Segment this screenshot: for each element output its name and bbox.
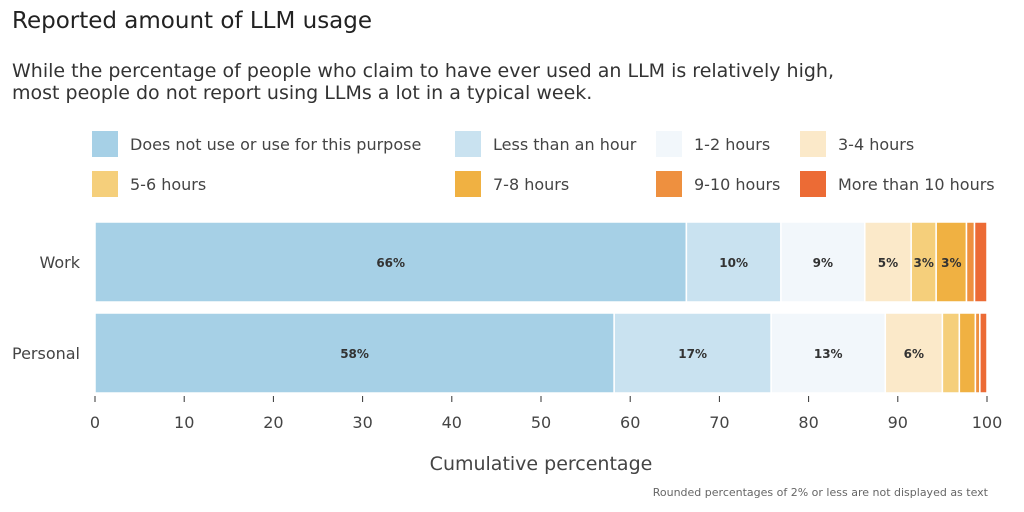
data-label: 6% (904, 347, 924, 361)
bar-segment (965, 221, 976, 303)
x-tick-label: 100 (972, 413, 1003, 432)
bar-segment (770, 312, 887, 394)
legend-swatch (800, 131, 826, 157)
legend-label: More than 10 hours (838, 174, 995, 194)
bar-segment (973, 221, 988, 303)
legend-label: Does not use or use for this purpose (130, 134, 422, 154)
data-label: 3% (913, 256, 933, 270)
legend-swatch (800, 171, 826, 197)
x-tick-label: 50 (531, 413, 551, 432)
legend-item: 3-4 hours (800, 131, 914, 157)
legend-label: Less than an hour (493, 134, 637, 154)
x-tick-label: 90 (888, 413, 908, 432)
bar-segment (94, 312, 615, 394)
legend-label: 7-8 hours (493, 174, 570, 194)
data-label: 9% (813, 256, 833, 270)
category-label: Work (39, 253, 80, 272)
x-tick-label: 0 (90, 413, 100, 432)
legend-label: 1-2 hours (694, 134, 771, 154)
bar-segment (979, 312, 988, 394)
x-tick-label: 10 (174, 413, 194, 432)
data-label: 3% (941, 256, 961, 270)
legend-item: 9-10 hours (656, 171, 780, 197)
legend-item: 1-2 hours (656, 131, 770, 157)
legend-item: 7-8 hours (455, 171, 569, 197)
data-label: 17% (678, 347, 707, 361)
x-tick-label: 60 (620, 413, 640, 432)
chart-title: Reported amount of LLM usage (12, 8, 373, 34)
x-tick-label: 70 (709, 413, 729, 432)
bar-segment (958, 312, 977, 394)
x-tick-label: 40 (442, 413, 462, 432)
legend-label: 3-4 hours (838, 134, 915, 154)
legend-label: 5-6 hours (130, 174, 207, 194)
x-tick-label: 30 (352, 413, 372, 432)
data-label: 66% (376, 256, 405, 270)
data-label: 58% (340, 347, 369, 361)
legend-item: Less than an hour (455, 131, 636, 157)
bar-segment (780, 221, 866, 303)
bar-segment (94, 221, 688, 303)
legend-item: More than 10 hours (800, 171, 995, 197)
bar-segment (685, 221, 782, 303)
x-tick-label: 80 (798, 413, 818, 432)
bar-segment (941, 312, 961, 394)
legend-swatch (92, 171, 118, 197)
chart-note: Rounded percentages of 2% or less are no… (652, 486, 988, 499)
bar-segment (884, 312, 944, 394)
data-label: 5% (878, 256, 898, 270)
chart-subtitle: While the percentage of people who claim… (12, 60, 834, 104)
bar-segment (613, 312, 772, 394)
data-label: 13% (814, 347, 843, 361)
legend-item: 5-6 hours (92, 171, 206, 197)
data-label: 10% (719, 256, 748, 270)
legend-label: 9-10 hours (694, 174, 781, 194)
x-axis-label: Cumulative percentage (430, 453, 653, 475)
legend-swatch (656, 171, 682, 197)
legend-item: Does not use or use for this purpose (92, 131, 421, 157)
x-tick-label: 20 (263, 413, 283, 432)
legend-swatch (92, 131, 118, 157)
category-label: Personal (12, 344, 80, 363)
legend-swatch (455, 131, 481, 157)
legend-swatch (455, 171, 481, 197)
bar-segment (910, 221, 937, 303)
legend-swatch (656, 131, 682, 157)
